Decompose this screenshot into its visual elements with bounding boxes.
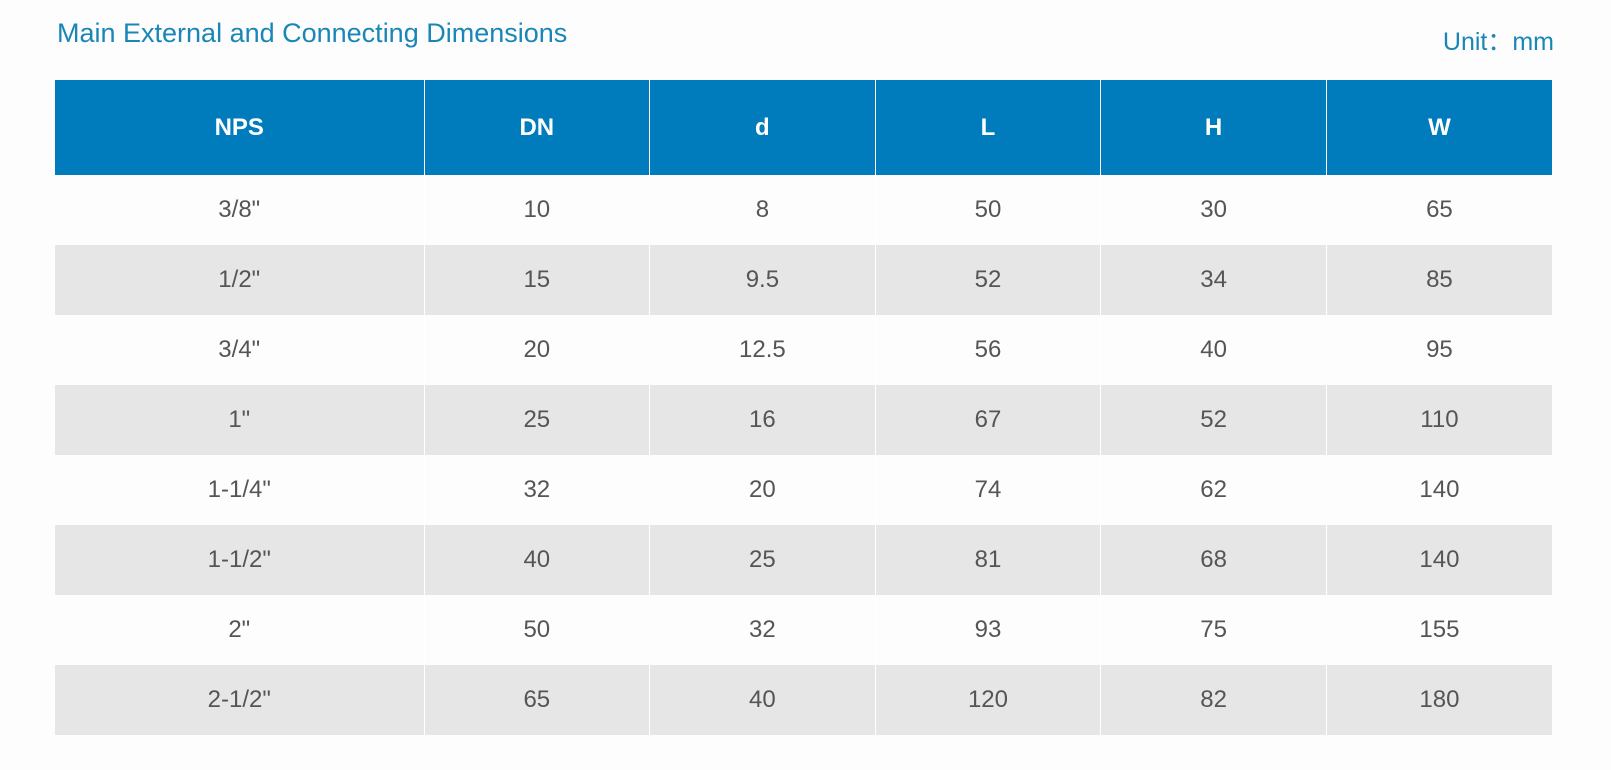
table-cell: 40 bbox=[423, 525, 650, 595]
table-cell: 110 bbox=[1325, 385, 1552, 455]
table-cell: 32 bbox=[423, 455, 650, 525]
column-header-d: d bbox=[649, 80, 876, 175]
column-header-h: H bbox=[1100, 80, 1327, 175]
table-cell: 8 bbox=[649, 175, 876, 245]
table-cell: 155 bbox=[1325, 595, 1552, 665]
table-cell: 50 bbox=[874, 175, 1101, 245]
table-cell: 1" bbox=[55, 385, 424, 455]
table-cell: 20 bbox=[423, 315, 650, 385]
table-cell: 1/2" bbox=[55, 245, 424, 315]
table-cell: 85 bbox=[1325, 245, 1552, 315]
table-row: 3/8" 10 8 50 30 65 bbox=[55, 175, 1552, 245]
table-row: 1-1/2" 40 25 81 68 140 bbox=[55, 525, 1552, 595]
column-header-dn: DN bbox=[423, 80, 650, 175]
table-cell: 67 bbox=[874, 385, 1101, 455]
table-cell: 3/4" bbox=[55, 315, 424, 385]
table-cell: 82 bbox=[1100, 665, 1327, 735]
table-cell: 3/8" bbox=[55, 175, 424, 245]
table-row: 1-1/4" 32 20 74 62 140 bbox=[55, 455, 1552, 525]
table-cell: 56 bbox=[874, 315, 1101, 385]
table-cell: 40 bbox=[1100, 315, 1327, 385]
table-cell: 12.5 bbox=[649, 315, 876, 385]
table-header-row: NPS DN d L H W bbox=[55, 80, 1552, 175]
table-cell: 62 bbox=[1100, 455, 1327, 525]
table-cell: 30 bbox=[1100, 175, 1327, 245]
table-cell: 25 bbox=[423, 385, 650, 455]
table-row: 3/4" 20 12.5 56 40 95 bbox=[55, 315, 1552, 385]
table-cell: 140 bbox=[1325, 525, 1552, 595]
table-cell: 52 bbox=[1100, 385, 1327, 455]
dimensions-table: NPS DN d L H W 3/8" 10 8 50 30 65 1/2" 1… bbox=[55, 80, 1552, 735]
table-cell: 1-1/2" bbox=[55, 525, 424, 595]
table-cell: 74 bbox=[874, 455, 1101, 525]
table-cell: 120 bbox=[874, 665, 1101, 735]
table-cell: 95 bbox=[1325, 315, 1552, 385]
table-cell: 75 bbox=[1100, 595, 1327, 665]
table-cell: 16 bbox=[649, 385, 876, 455]
table-cell: 140 bbox=[1325, 455, 1552, 525]
table-cell: 2" bbox=[55, 595, 424, 665]
column-header-nps: NPS bbox=[55, 80, 424, 175]
table-cell: 32 bbox=[649, 595, 876, 665]
table-cell: 2-1/2" bbox=[55, 665, 424, 735]
table-cell: 1-1/4" bbox=[55, 455, 424, 525]
table-row: 1" 25 16 67 52 110 bbox=[55, 385, 1552, 455]
table-row: 2" 50 32 93 75 155 bbox=[55, 595, 1552, 665]
page-title: Main External and Connecting Dimensions bbox=[57, 18, 568, 48]
table-cell: 25 bbox=[649, 525, 876, 595]
table-cell: 20 bbox=[649, 455, 876, 525]
table-cell: 50 bbox=[423, 595, 650, 665]
table-cell: 34 bbox=[1100, 245, 1327, 315]
table-cell: 52 bbox=[874, 245, 1101, 315]
table-cell: 40 bbox=[649, 665, 876, 735]
table-cell: 68 bbox=[1100, 525, 1327, 595]
table-cell: 10 bbox=[423, 175, 650, 245]
unit-label: Unit：mm bbox=[1442, 28, 1554, 56]
table-cell: 180 bbox=[1325, 665, 1552, 735]
table-cell: 15 bbox=[423, 245, 650, 315]
column-header-l: L bbox=[874, 80, 1101, 175]
table-cell: 65 bbox=[423, 665, 650, 735]
table-cell: 93 bbox=[874, 595, 1101, 665]
column-header-w: W bbox=[1325, 80, 1552, 175]
table-cell: 65 bbox=[1325, 175, 1552, 245]
table-cell: 81 bbox=[874, 525, 1101, 595]
table-row: 1/2" 15 9.5 52 34 85 bbox=[55, 245, 1552, 315]
table-row: 2-1/2" 65 40 120 82 180 bbox=[55, 665, 1552, 735]
table-cell: 9.5 bbox=[649, 245, 876, 315]
